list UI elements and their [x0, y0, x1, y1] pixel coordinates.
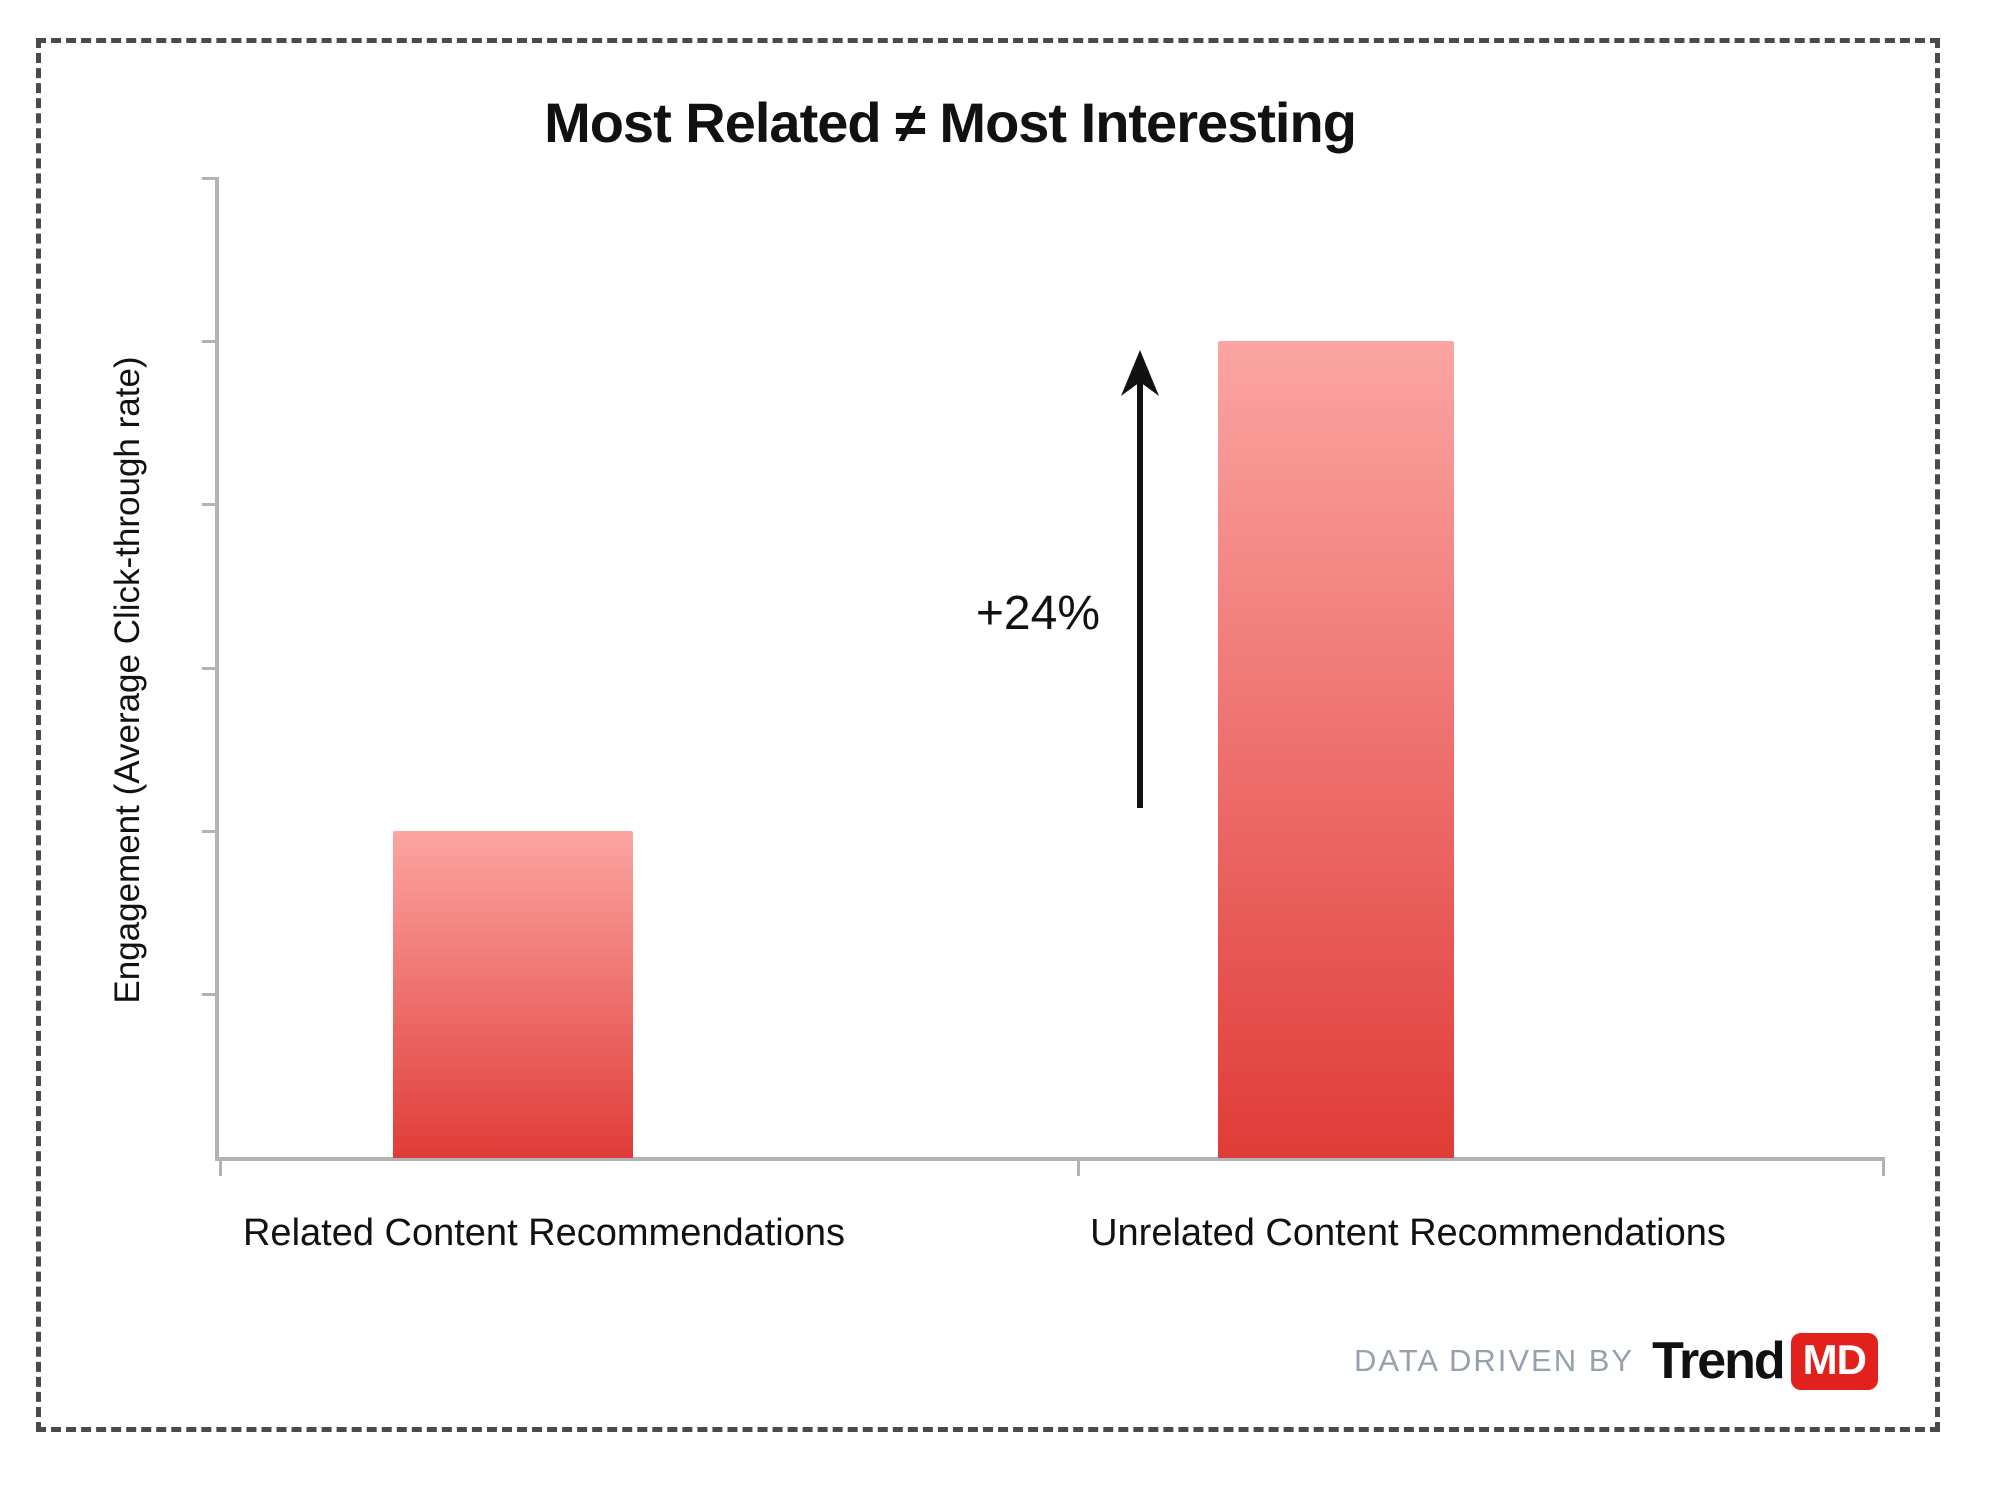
data-driven-by-label: DATA DRIVEN BY — [1354, 1343, 1635, 1378]
dashed-border-frame — [36, 38, 1940, 1432]
y-axis-line — [215, 177, 219, 1160]
y-axis-tick — [202, 993, 217, 997]
chart-title: Most Related ≠ Most Interesting — [544, 91, 1357, 154]
y-axis-tick — [202, 339, 217, 343]
x-axis-tick — [1077, 1158, 1080, 1176]
y-axis-tick — [202, 176, 217, 180]
bar-0 — [393, 831, 633, 1158]
x-axis-tick — [1882, 1158, 1885, 1176]
y-axis-tick — [202, 829, 217, 833]
footer-credit: DATA DRIVEN BY Trend MD — [1354, 1330, 1878, 1392]
trendmd-md-badge: MD — [1790, 1332, 1878, 1390]
annotation-percent-label: +24% — [975, 587, 1100, 640]
y-axis-tick — [202, 666, 217, 670]
y-axis-tick — [202, 503, 217, 507]
x-axis-tick — [219, 1158, 222, 1176]
x-axis-category-label-0: Related Content Recommendations — [242, 1212, 846, 1254]
x-axis-category-label-1: Unrelated Content Recommendations — [1090, 1212, 1726, 1254]
trendmd-logo-text: Trend — [1652, 1332, 1786, 1390]
x-axis-line — [215, 1157, 1885, 1161]
up-arrow-icon — [1121, 350, 1159, 808]
bar-1 — [1218, 341, 1454, 1158]
y-axis-title: Engagement (Average Click-through rate) — [108, 356, 147, 1004]
